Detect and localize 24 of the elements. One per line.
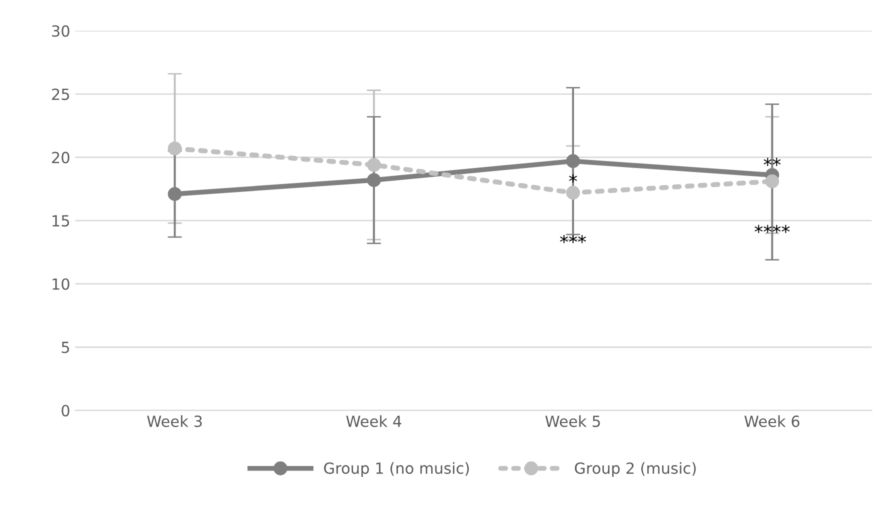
point [566, 186, 580, 200]
y-tick-label: 30 [52, 25, 70, 37]
y-tick-label: 0 [62, 404, 70, 416]
point [566, 154, 580, 168]
point [168, 142, 182, 156]
annotation: ** [764, 158, 781, 166]
x-tick-label: Week 5 [545, 415, 600, 428]
legend-label: Group 1 (no music) [324, 462, 469, 477]
point [366, 158, 381, 172]
x-tick-label: Week 6 [744, 415, 800, 428]
point [765, 174, 780, 188]
y-tick-label: 15 [52, 215, 70, 227]
point [366, 173, 381, 188]
x-tick-label: Week 3 [147, 415, 202, 428]
y-tick-label: 20 [52, 152, 70, 164]
legend-label: Group 2 (music) [574, 462, 696, 477]
point [168, 187, 182, 201]
y-tick-label: 25 [52, 88, 70, 100]
annotation: *** [560, 234, 586, 244]
y-tick-label: 10 [52, 278, 70, 290]
annotation: **** [754, 224, 790, 234]
x-tick-label: Week 4 [346, 415, 402, 428]
annotation: * [569, 174, 578, 182]
y-tick-label: 5 [62, 342, 70, 354]
